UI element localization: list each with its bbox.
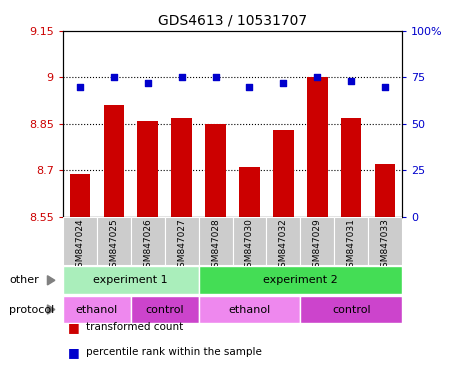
Bar (232, 217, 266, 265)
Bar (131, 296, 199, 323)
Bar (63, 217, 97, 265)
Bar (375, 164, 395, 217)
Point (381, 84, 389, 90)
Bar (368, 217, 402, 265)
Text: GSM847032: GSM847032 (279, 218, 288, 273)
Bar (334, 217, 368, 265)
Text: other: other (9, 275, 39, 285)
Bar (97, 217, 131, 265)
Text: experiment 1: experiment 1 (93, 275, 168, 285)
Bar (131, 217, 165, 265)
Point (76, 84, 83, 90)
Text: GSM847031: GSM847031 (347, 218, 356, 273)
Text: GDS4613 / 10531707: GDS4613 / 10531707 (158, 13, 307, 27)
Bar (70, 174, 90, 217)
Text: percentile rank within the sample: percentile rank within the sample (86, 347, 262, 357)
Text: protocol: protocol (9, 305, 54, 314)
Bar (172, 118, 192, 217)
Point (279, 80, 287, 86)
Bar (341, 118, 361, 217)
Text: control: control (332, 305, 371, 314)
Text: ■: ■ (67, 346, 79, 359)
Bar (273, 130, 293, 217)
Bar (239, 167, 259, 217)
Text: control: control (145, 305, 184, 314)
Bar (199, 296, 300, 323)
Bar (104, 105, 124, 217)
Text: GSM847024: GSM847024 (75, 218, 84, 273)
Bar (300, 217, 334, 265)
Text: GSM847028: GSM847028 (211, 218, 220, 273)
Text: GSM847030: GSM847030 (245, 218, 254, 273)
Text: GSM847033: GSM847033 (381, 218, 390, 273)
Text: GSM847027: GSM847027 (177, 218, 186, 273)
Bar (307, 77, 327, 217)
Point (347, 78, 355, 84)
Text: experiment 2: experiment 2 (263, 275, 338, 285)
Bar (63, 296, 131, 323)
Text: ■: ■ (67, 321, 79, 334)
Bar (165, 217, 199, 265)
Text: GSM847026: GSM847026 (143, 218, 152, 273)
Text: ethanol: ethanol (76, 305, 118, 314)
Bar (300, 296, 402, 323)
Text: GSM847029: GSM847029 (313, 218, 322, 273)
Point (212, 74, 219, 80)
Text: transformed count: transformed count (86, 322, 183, 332)
Bar (63, 266, 199, 294)
Bar (199, 217, 232, 265)
Text: GSM847025: GSM847025 (109, 218, 118, 273)
Bar (206, 124, 226, 217)
Bar (199, 266, 402, 294)
Point (110, 74, 117, 80)
Text: ethanol: ethanol (228, 305, 271, 314)
Bar (138, 121, 158, 217)
Point (178, 74, 185, 80)
Point (313, 74, 321, 80)
Point (144, 80, 151, 86)
Bar (266, 217, 300, 265)
Point (246, 84, 253, 90)
